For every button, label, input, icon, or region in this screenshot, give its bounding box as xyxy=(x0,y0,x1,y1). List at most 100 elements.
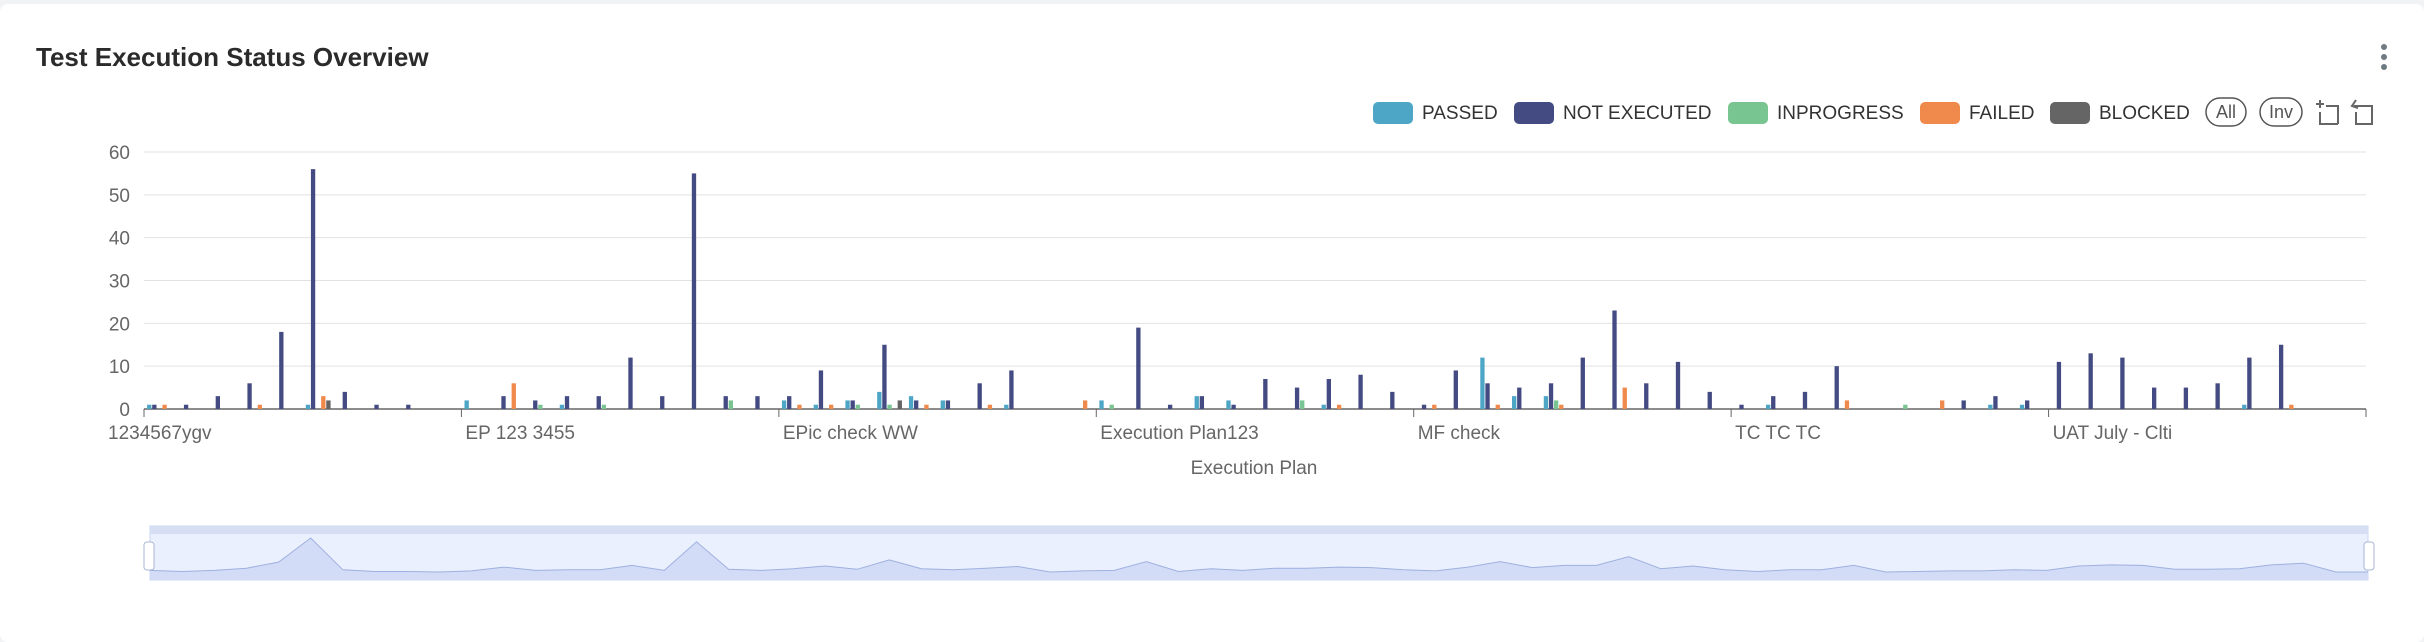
bar-not-executed[interactable] xyxy=(183,404,189,409)
bar-inprogress[interactable] xyxy=(728,400,733,409)
bar-not-executed[interactable] xyxy=(1390,391,1395,409)
bar-not-executed[interactable] xyxy=(1644,383,1649,409)
bar-passed[interactable] xyxy=(2242,404,2247,409)
legend-all-button[interactable]: All xyxy=(2205,97,2247,127)
bar-passed[interactable] xyxy=(559,404,565,409)
zoom-reset-icon[interactable] xyxy=(2350,99,2373,125)
bar-passed[interactable] xyxy=(1543,396,1549,409)
bar-passed[interactable] xyxy=(845,400,850,409)
bar-not-executed[interactable] xyxy=(2183,387,2189,409)
bar-not-executed[interactable] xyxy=(1771,396,1776,409)
bar-inprogress[interactable] xyxy=(601,404,607,409)
bar-failed[interactable] xyxy=(257,404,262,409)
bar-not-executed[interactable] xyxy=(1993,396,1998,409)
bar-not-executed[interactable] xyxy=(882,344,887,409)
bar-not-executed[interactable] xyxy=(1707,391,1712,409)
bar-not-executed[interactable] xyxy=(1485,383,1490,409)
legend-item-failed[interactable]: FAILED xyxy=(1920,102,2034,124)
bar-not-executed[interactable] xyxy=(723,396,728,409)
bar-not-executed[interactable] xyxy=(850,400,855,409)
bar-inprogress[interactable] xyxy=(538,404,543,409)
zoom-select-icon[interactable] xyxy=(2316,100,2339,125)
bar-failed[interactable] xyxy=(829,404,834,409)
bar-not-executed[interactable] xyxy=(1326,379,1331,409)
bar-not-executed[interactable] xyxy=(1231,404,1236,409)
bar-not-executed[interactable] xyxy=(914,400,919,409)
bar-failed[interactable] xyxy=(2289,404,2294,409)
bar-not-executed[interactable] xyxy=(1802,391,1808,409)
bar-passed[interactable] xyxy=(877,391,882,409)
bar-failed[interactable] xyxy=(1336,404,1342,409)
bar-failed[interactable] xyxy=(1082,400,1088,409)
bar-failed[interactable] xyxy=(1844,400,1850,409)
bar-failed[interactable] xyxy=(1432,404,1437,409)
bar-not-executed[interactable] xyxy=(1199,396,1205,409)
bar-not-executed[interactable] xyxy=(215,396,220,409)
bar-passed[interactable] xyxy=(1004,404,1009,409)
bar-not-executed[interactable] xyxy=(1009,370,1014,409)
bar-not-executed[interactable] xyxy=(342,391,347,409)
bar-not-executed[interactable] xyxy=(1961,400,1966,409)
bar-failed[interactable] xyxy=(511,383,516,409)
bar-passed[interactable] xyxy=(1194,396,1199,409)
bar-passed[interactable] xyxy=(781,400,787,409)
bar-inprogress[interactable] xyxy=(1903,404,1908,409)
bar-not-executed[interactable] xyxy=(279,331,284,409)
bar-not-executed[interactable] xyxy=(1263,379,1268,409)
bar-not-executed[interactable] xyxy=(2278,344,2284,409)
bar-not-executed[interactable] xyxy=(2120,357,2125,409)
bar-inprogress[interactable] xyxy=(855,404,860,409)
data-zoom-slider[interactable] xyxy=(143,525,2375,581)
bar-failed[interactable] xyxy=(1559,404,1564,409)
bar-passed[interactable] xyxy=(1321,404,1326,409)
bar-inprogress[interactable] xyxy=(1300,400,1305,409)
bar-not-executed[interactable] xyxy=(2025,400,2030,409)
bar-not-executed[interactable] xyxy=(1739,404,1744,409)
bar-not-executed[interactable] xyxy=(1834,366,1839,409)
bar-blocked[interactable] xyxy=(897,400,902,409)
bar-not-executed[interactable] xyxy=(533,400,538,409)
legend-inverse-button[interactable]: Inv xyxy=(2259,97,2303,127)
bar-not-executed[interactable] xyxy=(501,396,506,409)
bar-failed[interactable] xyxy=(924,404,929,409)
bar-passed[interactable] xyxy=(2019,404,2025,409)
bar-passed[interactable] xyxy=(1988,404,1993,409)
bar-not-executed[interactable] xyxy=(1675,361,1681,409)
bar-not-executed[interactable] xyxy=(2151,387,2157,409)
bar-passed[interactable] xyxy=(464,400,469,409)
bar-not-executed[interactable] xyxy=(1612,310,1617,409)
bar-failed[interactable] xyxy=(797,404,802,409)
bar-not-executed[interactable] xyxy=(406,404,411,409)
bar-inprogress[interactable] xyxy=(1109,404,1114,409)
bar-failed[interactable] xyxy=(1940,400,1945,409)
bar-passed[interactable] xyxy=(1099,400,1104,409)
bar-not-executed[interactable] xyxy=(2056,361,2062,409)
bar-passed[interactable] xyxy=(813,404,818,409)
bar-not-executed[interactable] xyxy=(1580,357,1585,409)
bar-passed[interactable] xyxy=(1226,400,1231,409)
bar-inprogress[interactable] xyxy=(1554,400,1559,409)
bar-not-executed[interactable] xyxy=(1453,370,1458,409)
bar-not-executed[interactable] xyxy=(787,396,792,409)
legend-item-inprogress[interactable]: INPROGRESS xyxy=(1728,102,1904,124)
bar-not-executed[interactable] xyxy=(1294,387,1300,409)
bar-not-executed[interactable] xyxy=(596,396,601,409)
bar-blocked[interactable] xyxy=(326,400,331,409)
bar-not-executed[interactable] xyxy=(1136,327,1141,409)
legend-item-blocked[interactable]: BLOCKED xyxy=(2050,102,2190,124)
bar-not-executed[interactable] xyxy=(1421,404,1427,409)
bar-not-executed[interactable] xyxy=(1167,404,1173,409)
bar-passed[interactable] xyxy=(940,400,945,409)
bar-passed[interactable] xyxy=(305,404,311,409)
bar-not-executed[interactable] xyxy=(152,404,157,409)
bar-failed[interactable] xyxy=(987,404,993,409)
bar-not-executed[interactable] xyxy=(628,357,633,409)
bar-passed[interactable] xyxy=(908,396,914,409)
data-zoom-handle-right[interactable] xyxy=(2363,541,2375,571)
bar-not-executed[interactable] xyxy=(310,169,316,409)
legend-item-not-executed[interactable]: NOT EXECUTED xyxy=(1514,102,1712,124)
kebab-vertical-icon[interactable] xyxy=(2378,44,2390,74)
bar-not-executed[interactable] xyxy=(2215,383,2220,409)
bar-passed[interactable] xyxy=(1512,396,1517,409)
bar-not-executed[interactable] xyxy=(660,396,665,409)
